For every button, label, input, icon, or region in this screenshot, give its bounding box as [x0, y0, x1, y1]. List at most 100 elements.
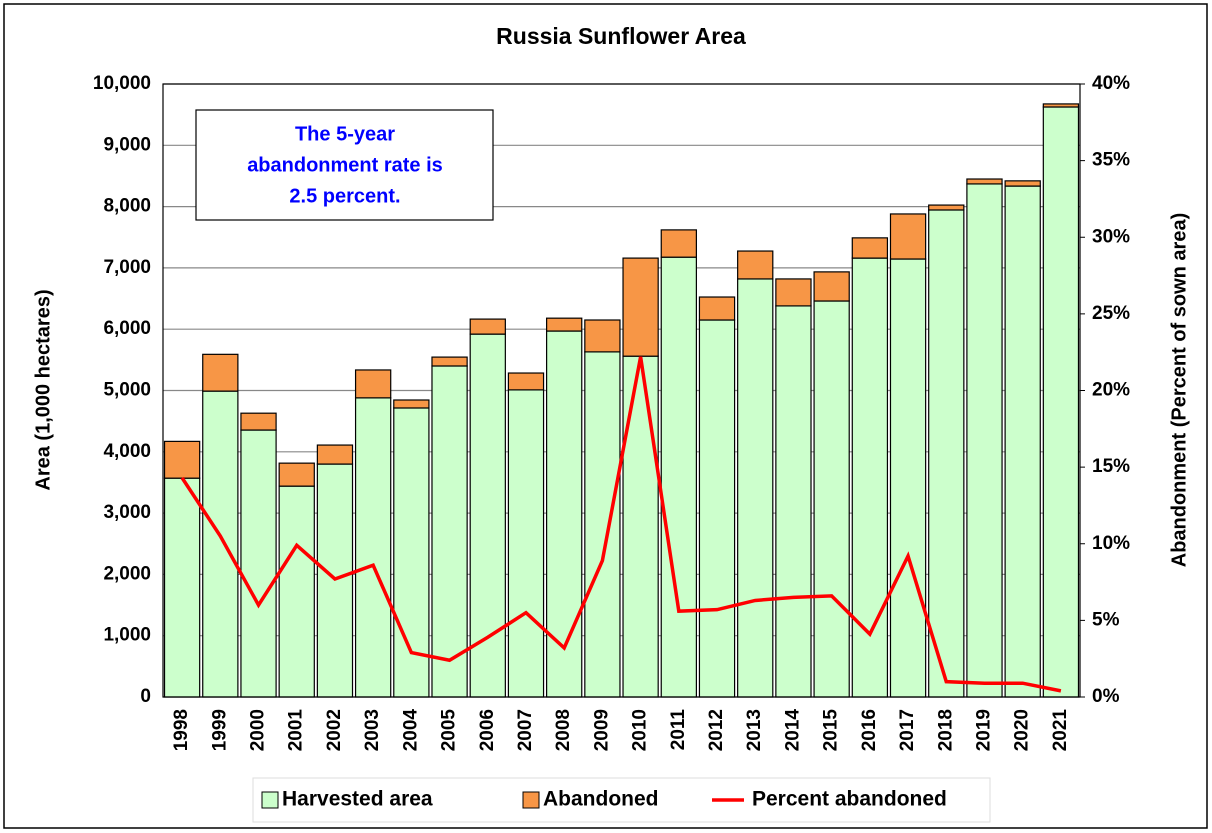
legend-label: Percent abandoned — [752, 788, 947, 811]
bar-segment — [966, 183, 1003, 698]
y-tick-label: 4,000 — [103, 441, 151, 462]
bar-segment — [584, 319, 621, 353]
bar-segment — [469, 318, 506, 335]
bar-segment — [469, 333, 506, 698]
annotation: abandonment rate is — [247, 154, 443, 176]
x-tick-label: 1998 — [171, 709, 192, 751]
bar-segment — [1004, 180, 1041, 187]
bar-segment — [813, 300, 850, 698]
bar-segment — [1004, 185, 1041, 698]
y-tick-label: 3,000 — [103, 502, 151, 523]
x-tick-label: 2008 — [553, 709, 574, 751]
bar-segment — [240, 412, 277, 431]
y-tick-label: 5,000 — [103, 380, 151, 401]
x-tick-label: 2017 — [897, 709, 918, 751]
bar-segment — [316, 444, 354, 465]
legend-swatch — [261, 791, 279, 809]
bar-segment — [584, 351, 621, 698]
x-tick-label: 2005 — [439, 709, 460, 752]
chart-title: Russia Sunflower Area — [496, 23, 746, 49]
bar-segment — [889, 258, 927, 698]
y2-tick-label: 40% — [1092, 73, 1130, 94]
bar-segment — [698, 296, 736, 321]
x-tick-label: 2014 — [782, 709, 803, 752]
legend-swatch — [522, 791, 540, 809]
bar-segment — [737, 250, 774, 280]
x-tick-label: 2004 — [400, 709, 421, 752]
x-tick-label: 1999 — [209, 709, 230, 751]
x-tick-label: 2021 — [1050, 709, 1071, 752]
bar-segment — [278, 462, 315, 487]
y-tick-label: 2,000 — [103, 563, 151, 584]
y-tick-label: 8,000 — [103, 196, 151, 217]
y-tick-label: 10,000 — [93, 73, 151, 94]
bar-segment — [393, 399, 430, 409]
bar-segment — [431, 356, 468, 367]
legend-label: Harvested area — [282, 788, 433, 811]
legend-box — [252, 777, 991, 823]
bar-segment — [622, 257, 659, 357]
bar-segment — [966, 178, 1003, 185]
x-tick-label: 2007 — [515, 709, 536, 751]
bar-segment — [354, 397, 392, 698]
bar-segment — [354, 369, 392, 399]
bar-segment — [622, 355, 659, 698]
x-tick-label: 2018 — [935, 709, 956, 751]
y2-axis-title: Abandonment (Percent of sown area) — [1168, 213, 1190, 568]
y-tick-label: 7,000 — [103, 257, 151, 278]
bar-segment — [546, 330, 583, 698]
bar-segment — [928, 204, 965, 211]
x-tick-label: 2000 — [248, 709, 269, 751]
bar-segment — [660, 229, 697, 258]
plot-frame — [162, 83, 1081, 698]
x-tick-label: 2002 — [324, 709, 345, 751]
bar-segment — [813, 271, 850, 302]
x-tick-label: 2020 — [1012, 709, 1033, 751]
bar-segment — [1042, 106, 1080, 698]
bar-segment — [851, 237, 889, 259]
bar-segment — [240, 429, 277, 698]
bar-segment — [202, 353, 239, 392]
x-tick-label: 2010 — [630, 709, 651, 751]
y2-tick-label: 25% — [1092, 303, 1130, 324]
annotation: The 5-year — [295, 123, 395, 145]
line-series — [180, 356, 1062, 693]
bar-segment — [546, 317, 583, 332]
bar-segment — [278, 485, 315, 698]
bar-segment — [163, 477, 201, 698]
bar-segment — [928, 209, 965, 698]
bar-segment — [737, 278, 774, 698]
x-tick-label: 2006 — [477, 709, 498, 751]
bar-segment — [775, 305, 812, 698]
bar-segment — [1042, 103, 1080, 108]
y2-tick-label: 0% — [1092, 686, 1120, 707]
legend-label: Abandoned — [543, 788, 659, 811]
y2-tick-label: 20% — [1092, 380, 1130, 401]
x-tick-label: 2003 — [362, 709, 383, 751]
x-tick-label: 2001 — [286, 709, 307, 752]
bar-segment — [431, 365, 468, 698]
bar-segment — [163, 440, 201, 479]
x-tick-label: 2013 — [744, 709, 765, 751]
y2-tick-label: 10% — [1092, 533, 1130, 554]
x-tick-label: 2011 — [668, 709, 689, 751]
x-tick-label: 2012 — [706, 709, 727, 751]
x-tick-label: 2009 — [591, 709, 612, 751]
y-tick-label: 1,000 — [103, 625, 151, 646]
x-tick-label: 2015 — [821, 709, 842, 752]
y2-tick-label: 5% — [1092, 609, 1120, 630]
bar-segment — [507, 389, 545, 698]
x-tick-label: 2016 — [859, 709, 880, 751]
bar-segment — [775, 278, 812, 307]
annotation: 2.5 percent. — [289, 185, 400, 207]
y-tick-label: 0 — [140, 686, 151, 707]
bar-segment — [660, 256, 697, 698]
x-tick-label: 2019 — [973, 709, 994, 751]
bar-segment — [202, 390, 239, 698]
bar-segment — [889, 213, 927, 260]
y2-tick-label: 15% — [1092, 456, 1130, 477]
y-tick-label: 6,000 — [103, 318, 151, 339]
y-tick-label: 9,000 — [103, 134, 151, 155]
y2-tick-label: 35% — [1092, 150, 1130, 171]
